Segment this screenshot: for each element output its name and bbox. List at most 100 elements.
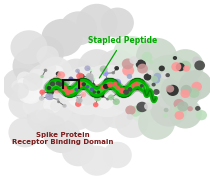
Circle shape (106, 98, 109, 101)
Circle shape (88, 79, 108, 98)
Circle shape (79, 78, 85, 82)
Circle shape (18, 78, 28, 88)
Circle shape (21, 76, 62, 113)
Circle shape (51, 66, 63, 77)
Circle shape (196, 110, 207, 120)
Circle shape (84, 83, 96, 95)
Circle shape (44, 69, 47, 72)
Circle shape (144, 103, 152, 110)
Circle shape (25, 62, 74, 108)
Circle shape (100, 68, 103, 71)
Circle shape (62, 136, 95, 166)
Circle shape (113, 98, 120, 105)
Text: Stapled Peptide: Stapled Peptide (88, 36, 157, 78)
Circle shape (123, 89, 129, 95)
Circle shape (86, 85, 89, 88)
Circle shape (2, 68, 39, 102)
Circle shape (127, 74, 132, 79)
Circle shape (47, 86, 51, 90)
Circle shape (27, 100, 64, 134)
Circle shape (33, 80, 46, 92)
Circle shape (57, 71, 65, 79)
Circle shape (177, 101, 188, 112)
Circle shape (183, 65, 190, 72)
Circle shape (112, 71, 115, 74)
Circle shape (113, 79, 121, 86)
Circle shape (77, 85, 93, 100)
Circle shape (30, 110, 45, 124)
Circle shape (58, 82, 63, 87)
Circle shape (154, 73, 161, 80)
Circle shape (60, 66, 113, 115)
Circle shape (93, 102, 98, 107)
Circle shape (8, 117, 41, 147)
Circle shape (43, 119, 80, 153)
Circle shape (76, 97, 83, 103)
Circle shape (103, 142, 132, 168)
Circle shape (85, 75, 93, 83)
Circle shape (97, 94, 114, 109)
Circle shape (72, 88, 77, 93)
Circle shape (17, 71, 33, 86)
Circle shape (93, 77, 96, 80)
Circle shape (105, 70, 150, 112)
Circle shape (80, 146, 113, 176)
Circle shape (103, 84, 109, 89)
Circle shape (11, 83, 29, 99)
Circle shape (138, 106, 175, 140)
Circle shape (114, 66, 119, 70)
Circle shape (122, 58, 134, 69)
Circle shape (91, 83, 95, 87)
Circle shape (45, 65, 63, 82)
Circle shape (37, 86, 54, 101)
Circle shape (48, 66, 63, 80)
Circle shape (188, 88, 200, 98)
Circle shape (194, 60, 205, 70)
Circle shape (187, 106, 193, 111)
Circle shape (75, 101, 81, 107)
Circle shape (175, 111, 184, 120)
Circle shape (63, 80, 68, 85)
Circle shape (18, 83, 40, 103)
Circle shape (130, 106, 142, 117)
Circle shape (86, 73, 94, 80)
Circle shape (22, 96, 44, 116)
Circle shape (137, 64, 148, 74)
Circle shape (128, 93, 161, 123)
Circle shape (131, 84, 135, 87)
Circle shape (127, 87, 132, 92)
Circle shape (84, 65, 91, 71)
Circle shape (45, 93, 53, 100)
Circle shape (80, 92, 86, 97)
Circle shape (98, 85, 104, 91)
Circle shape (56, 71, 61, 76)
Circle shape (97, 91, 100, 94)
Circle shape (68, 77, 73, 81)
Circle shape (159, 66, 165, 71)
Circle shape (126, 55, 163, 89)
Circle shape (31, 69, 44, 81)
Circle shape (64, 80, 70, 85)
Circle shape (76, 85, 96, 103)
Circle shape (58, 59, 95, 93)
Circle shape (139, 84, 147, 91)
Circle shape (161, 72, 202, 110)
Circle shape (26, 79, 45, 96)
Circle shape (113, 82, 117, 86)
Circle shape (60, 11, 97, 45)
Circle shape (36, 46, 59, 67)
Circle shape (17, 76, 39, 96)
Circle shape (79, 88, 97, 105)
Circle shape (115, 108, 148, 138)
Circle shape (43, 74, 89, 115)
Circle shape (13, 47, 54, 85)
Circle shape (150, 93, 187, 127)
Circle shape (20, 77, 39, 94)
Circle shape (127, 80, 135, 87)
Circle shape (122, 65, 134, 76)
Circle shape (137, 108, 142, 113)
Circle shape (181, 85, 192, 95)
Circle shape (95, 84, 103, 91)
Circle shape (104, 78, 111, 84)
Text: Spike Protein
Receptor Binding Domain: Spike Protein Receptor Binding Domain (12, 132, 114, 145)
